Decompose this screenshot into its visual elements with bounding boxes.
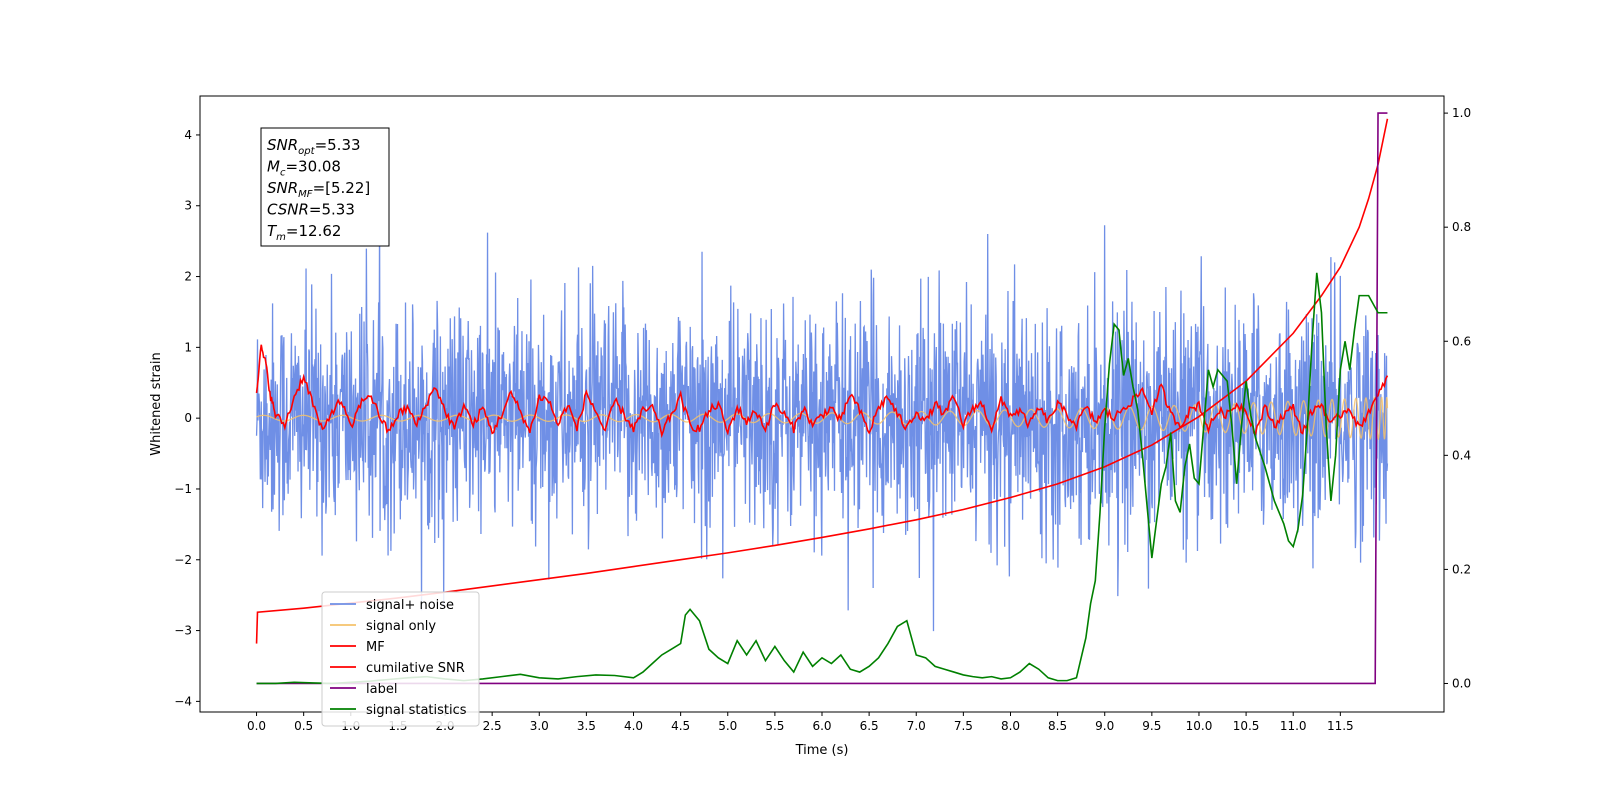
y-right-tick-label: 1.0 <box>1452 106 1471 120</box>
info-line: CSNR=5.33 <box>267 201 355 219</box>
legend-entry: signal statistics <box>366 703 467 718</box>
x-tick-label: 9.0 <box>1095 719 1114 733</box>
x-tick-label: 0.0 <box>247 719 266 733</box>
info-box-frame <box>260 127 390 247</box>
y-tick-label: 0 <box>184 411 192 425</box>
legend-frame <box>321 591 480 727</box>
x-tick-label: 4.5 <box>671 719 690 733</box>
x-tick-label: 2.5 <box>483 719 502 733</box>
x-tick-label: 7.5 <box>954 719 973 733</box>
x-tick-label: 6.5 <box>860 719 879 733</box>
legend-entry: MF <box>366 640 385 655</box>
y-tick-label: −4 <box>174 694 192 708</box>
y-tick-label: −1 <box>174 482 192 496</box>
y-right-tick-label: 0.6 <box>1452 334 1471 348</box>
y-tick-label: −2 <box>174 553 192 567</box>
legend-entry: cumilative SNR <box>366 661 465 676</box>
x-tick-label: 3.0 <box>530 719 549 733</box>
x-tick-label: 9.5 <box>1142 719 1161 733</box>
legend-entry: signal+ noise <box>366 598 454 613</box>
x-tick-label: 6.0 <box>812 719 831 733</box>
info-line: SNRMF=[5.22] <box>267 179 370 200</box>
x-tick-label: 11.0 <box>1280 719 1307 733</box>
x-tick-label: 8.0 <box>1001 719 1020 733</box>
legend-entry: signal only <box>366 619 436 634</box>
x-tick-label: 3.5 <box>577 719 596 733</box>
x-axis-label: Time (s) <box>795 743 849 758</box>
y-right-tick-label: 0.0 <box>1452 676 1471 690</box>
y-axis-left: −4 −3 −2 −1 0 1 2 3 4 <box>174 128 200 708</box>
series-signal-noise <box>255 202 1389 632</box>
x-tick-label: 5.0 <box>718 719 737 733</box>
legend-entry: label <box>366 682 397 697</box>
y-tick-label: 3 <box>184 199 192 213</box>
x-tick-label: 8.5 <box>1048 719 1067 733</box>
info-line: SNRopt=5.33 <box>267 136 361 157</box>
x-tick-label: 11.5 <box>1327 719 1354 733</box>
y-right-tick-label: 0.4 <box>1452 448 1471 462</box>
y-tick-label: 2 <box>184 270 192 284</box>
x-tick-label: 7.0 <box>907 719 926 733</box>
y-tick-label: 4 <box>184 128 192 142</box>
x-tick-label: 10.0 <box>1186 719 1213 733</box>
x-tick-label: 10.5 <box>1233 719 1260 733</box>
x-tick-label: 0.5 <box>294 719 313 733</box>
legend: signal+ noise signal only MF cumilative SNR… <box>321 591 480 727</box>
info-box: SNRopt=5.33Mc=30.08SNRMF=[5.22]CSNR=5.33… <box>260 127 390 247</box>
series-mf <box>255 344 1389 439</box>
y-axis-right: 0.0 0.2 0.4 0.6 0.8 1.0 <box>1444 106 1471 690</box>
series-signal-statistics <box>256 272 1388 685</box>
y-tick-label: 1 <box>184 340 192 354</box>
series-signal-only <box>256 396 1389 441</box>
info-line: Mc=30.08 <box>267 158 341 179</box>
x-tick-label: 4.0 <box>624 719 643 733</box>
y-axis-label: Whitened strain <box>149 352 164 455</box>
y-right-tick-label: 0.8 <box>1452 220 1471 234</box>
y-right-tick-label: 0.2 <box>1452 562 1471 576</box>
info-line: Tm=12.62 <box>267 222 341 243</box>
x-tick-label: 5.5 <box>765 719 784 733</box>
series-label <box>256 112 1388 685</box>
y-tick-label: −3 <box>174 624 192 638</box>
